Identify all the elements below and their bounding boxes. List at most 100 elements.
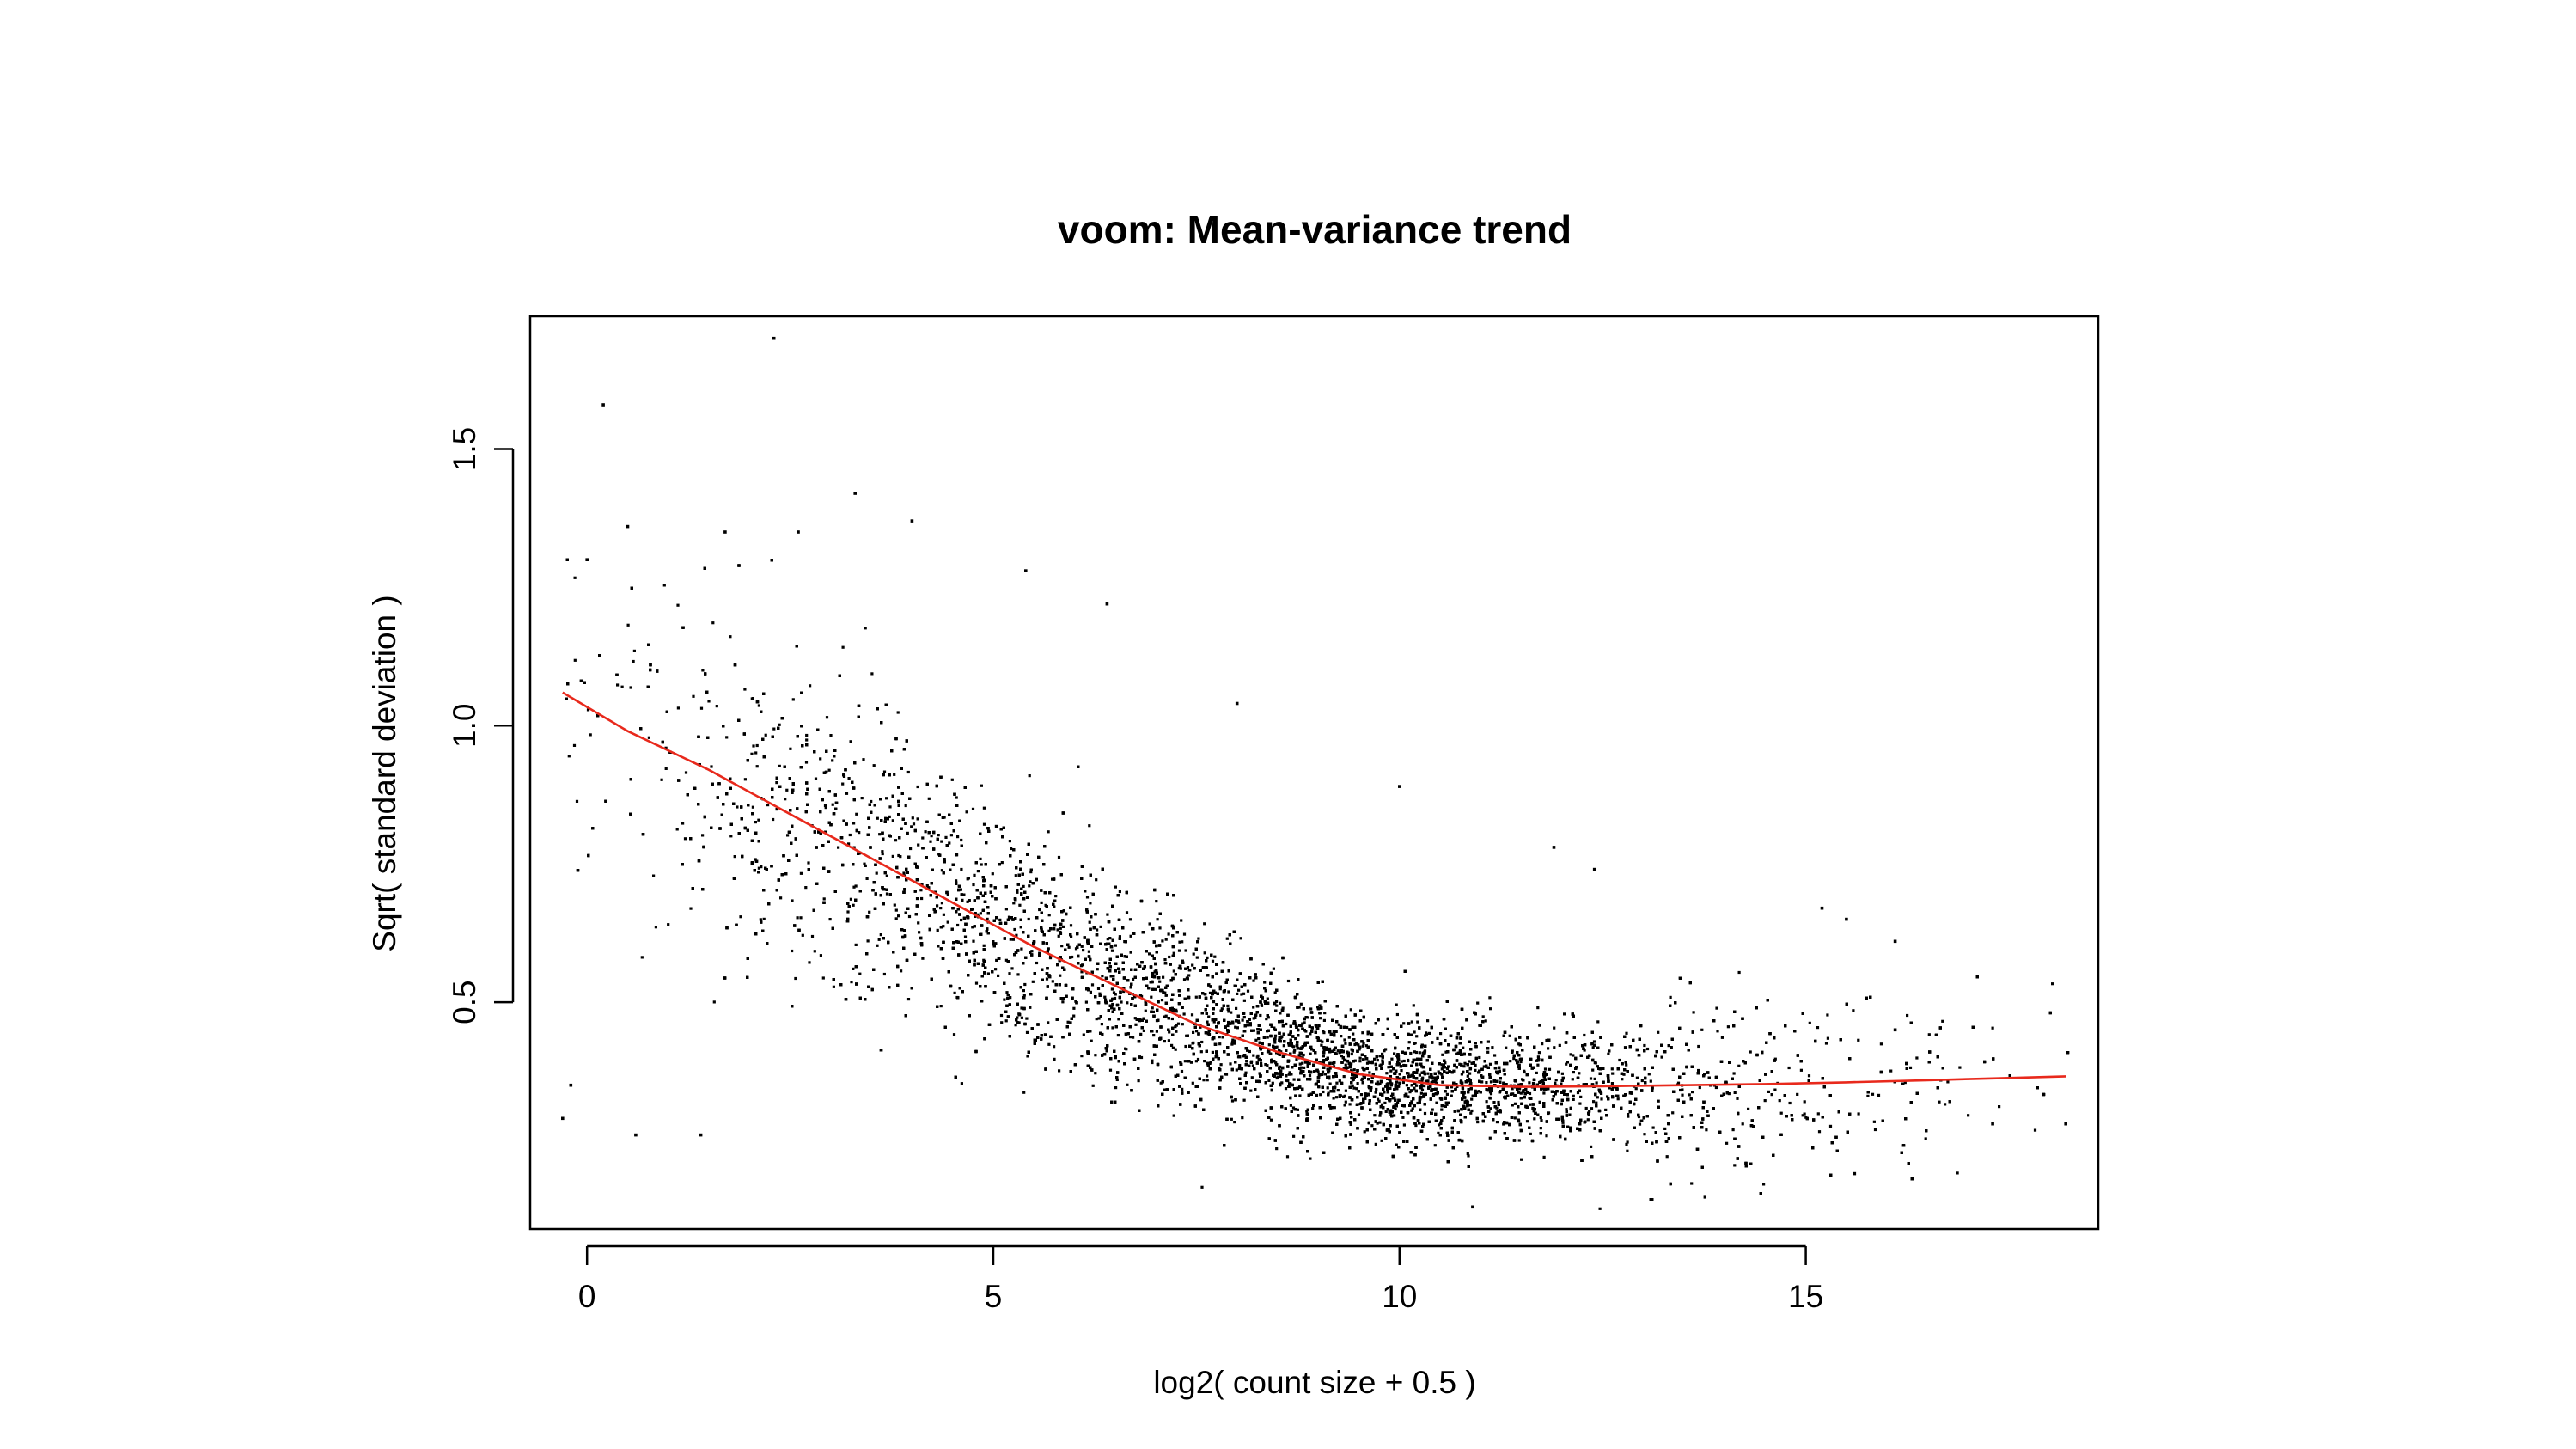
scatter-point xyxy=(1528,1091,1532,1096)
scatter-point xyxy=(1191,963,1194,967)
scatter-point xyxy=(813,950,816,953)
scatter-point xyxy=(979,857,982,860)
scatter-point xyxy=(736,805,739,809)
scatter-point xyxy=(1640,1079,1644,1083)
scatter-point xyxy=(1536,1113,1540,1116)
scatter-point xyxy=(1423,1085,1426,1088)
scatter-point xyxy=(1005,991,1009,994)
scatter-point xyxy=(1094,1072,1097,1075)
scatter-point xyxy=(1025,1017,1029,1020)
scatter-point xyxy=(1029,871,1033,874)
scatter-point xyxy=(1495,1106,1499,1110)
scatter-point xyxy=(660,778,663,781)
scatter-point xyxy=(1326,1086,1329,1090)
scatter-point xyxy=(854,943,858,946)
scatter-point xyxy=(1455,1083,1458,1086)
scatter-point xyxy=(775,808,778,811)
scatter-point xyxy=(1553,1026,1556,1030)
scatter-point xyxy=(1489,1007,1492,1011)
scatter-point xyxy=(667,923,670,926)
scatter-point xyxy=(1596,1020,1600,1024)
scatter-point xyxy=(1616,1097,1620,1101)
scatter-point xyxy=(1301,1022,1304,1025)
scatter-point xyxy=(848,833,852,837)
scatter-point xyxy=(779,896,783,900)
scatter-point xyxy=(831,759,834,762)
scatter-point xyxy=(1720,1036,1724,1039)
scatter-point xyxy=(1706,1110,1709,1113)
scatter-point xyxy=(1151,1010,1155,1013)
scatter-point xyxy=(1181,1087,1184,1091)
scatter-point xyxy=(1213,955,1217,958)
scatter-point xyxy=(1362,1042,1365,1045)
scatter-point xyxy=(1733,1091,1737,1094)
scatter-point xyxy=(1657,1030,1660,1034)
scatter-point xyxy=(1266,997,1269,1000)
scatter-point xyxy=(1291,1044,1294,1048)
scatter-point xyxy=(1410,1100,1413,1104)
scatter-point xyxy=(1106,938,1109,941)
scatter-point xyxy=(1468,1060,1471,1063)
scatter-point xyxy=(764,733,767,737)
scatter-point xyxy=(1595,1081,1598,1085)
scatter-points xyxy=(561,336,2070,1210)
scatter-point xyxy=(1354,1042,1358,1046)
scatter-point xyxy=(1255,1055,1259,1059)
scatter-point xyxy=(1538,1024,1541,1027)
scatter-point xyxy=(920,883,924,886)
scatter-point xyxy=(1082,1033,1085,1036)
scatter-point xyxy=(1308,1070,1311,1073)
scatter-point xyxy=(1317,1024,1321,1028)
scatter-point xyxy=(1060,945,1064,948)
scatter-point xyxy=(1288,1071,1291,1074)
scatter-point xyxy=(1588,1110,1591,1113)
scatter-point xyxy=(1600,1097,1603,1101)
scatter-point xyxy=(1625,1142,1628,1146)
scatter-point xyxy=(1402,1063,1406,1067)
scatter-point xyxy=(1466,1074,1469,1078)
scatter-point xyxy=(1373,1114,1377,1117)
scatter-point xyxy=(1132,977,1135,981)
scatter-point xyxy=(1779,1111,1783,1115)
scatter-point xyxy=(1053,1057,1056,1061)
scatter-point xyxy=(1413,1050,1416,1054)
scatter-point xyxy=(1816,1112,1820,1116)
scatter-point xyxy=(822,897,826,901)
scatter-point xyxy=(1007,915,1011,919)
scatter-point xyxy=(1158,980,1162,983)
scatter-point xyxy=(1212,1000,1216,1004)
scatter-point xyxy=(1647,1073,1651,1076)
scatter-point xyxy=(974,981,979,985)
scatter-point xyxy=(1208,1061,1212,1065)
scatter-point xyxy=(1087,950,1090,953)
scatter-point xyxy=(1071,955,1074,959)
scatter-point xyxy=(1671,1111,1675,1115)
scatter-point xyxy=(1643,1133,1646,1136)
scatter-point xyxy=(868,910,871,914)
scatter-point xyxy=(831,803,834,806)
scatter-point xyxy=(1749,1050,1752,1054)
scatter-point xyxy=(1437,1070,1440,1073)
scatter-point xyxy=(1458,1062,1462,1066)
scatter-point xyxy=(1350,1077,1353,1080)
scatter-point xyxy=(1803,1112,1806,1116)
scatter-point xyxy=(1466,1152,1469,1156)
scatter-point xyxy=(1029,880,1032,883)
scatter-point xyxy=(1486,1040,1490,1043)
scatter-point xyxy=(573,576,577,579)
scatter-point xyxy=(1623,1046,1627,1049)
scatter-point xyxy=(1583,1033,1586,1037)
scatter-point xyxy=(852,822,856,825)
scatter-point xyxy=(863,862,866,865)
scatter-point xyxy=(1358,1060,1362,1063)
scatter-point xyxy=(620,685,624,688)
scatter-point xyxy=(1267,1079,1271,1082)
scatter-point xyxy=(1344,1089,1347,1092)
scatter-point xyxy=(1374,1091,1377,1094)
scatter-point xyxy=(897,853,900,858)
scatter-point xyxy=(1679,1088,1682,1092)
scatter-point xyxy=(664,767,668,770)
scatter-point xyxy=(1309,1007,1313,1011)
scatter-point xyxy=(1101,975,1104,978)
scatter-point xyxy=(1194,995,1198,999)
